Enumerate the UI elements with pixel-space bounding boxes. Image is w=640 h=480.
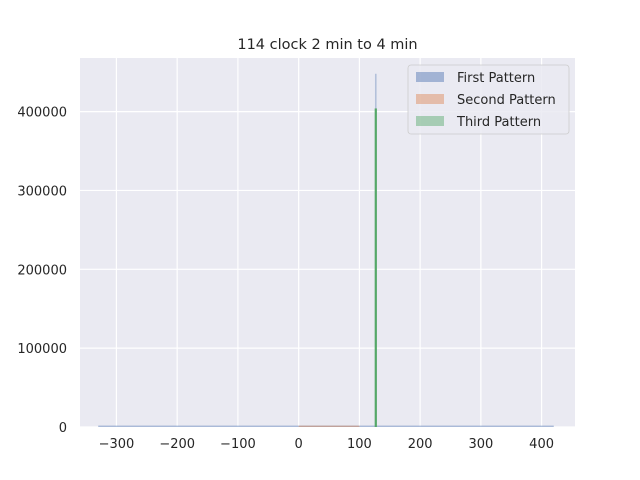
legend-swatch: [416, 72, 444, 82]
y-axis-ticks: 0 100000 200000 300000 400000: [17, 106, 67, 436]
x-axis-ticks: −300 −200 −100 0 100 200 300 400: [99, 437, 554, 452]
series-baseline: [298, 425, 360, 427]
series-baseline: [98, 425, 554, 427]
y-tick-label: 400000: [17, 106, 67, 121]
legend-label: First Pattern: [457, 71, 535, 86]
data-bars: [98, 73, 554, 428]
x-tick-label: −300: [99, 437, 135, 452]
y-tick-label: 300000: [17, 184, 67, 199]
y-tick-label: 100000: [17, 342, 67, 357]
x-tick-label: −100: [220, 437, 256, 452]
x-tick-label: 200: [408, 437, 433, 452]
y-tick-label: 0: [59, 421, 67, 436]
legend-label: Second Pattern: [457, 93, 556, 108]
histogram-bar: [374, 108, 377, 427]
legend: First Pattern Second Pattern Third Pattern: [407, 64, 570, 135]
y-tick-label: 200000: [17, 263, 67, 278]
x-tick-label: −200: [159, 437, 195, 452]
chart-title: 114 clock 2 min to 4 min: [237, 37, 417, 53]
legend-swatch: [416, 116, 444, 126]
x-tick-label: 300: [468, 437, 493, 452]
x-tick-label: 100: [347, 437, 372, 452]
x-tick-label: 400: [529, 437, 554, 452]
legend-frame: [407, 64, 570, 135]
legend-label: Third Pattern: [456, 115, 541, 130]
x-tick-label: 0: [295, 437, 303, 452]
legend-swatch: [416, 94, 444, 104]
